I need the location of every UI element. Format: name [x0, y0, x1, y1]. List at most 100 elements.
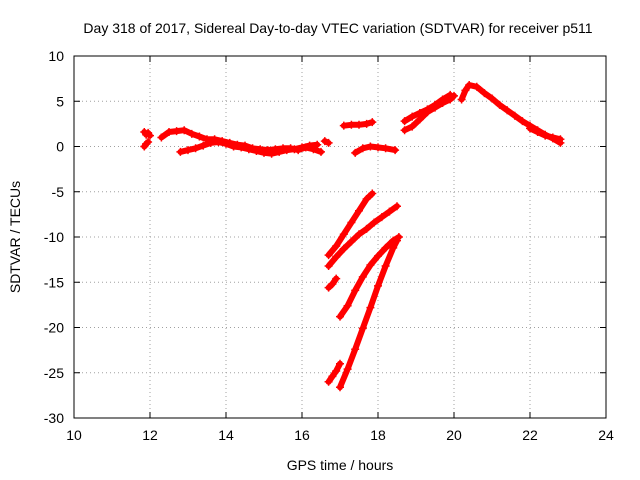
- data-point: [389, 243, 398, 252]
- data-point: [332, 252, 341, 261]
- data-point: [199, 141, 208, 150]
- data-point: [336, 383, 344, 392]
- data-point: [503, 106, 512, 115]
- data-point: [465, 80, 474, 89]
- data-point: [324, 251, 333, 260]
- data-point: [472, 82, 481, 91]
- data-point: [176, 147, 185, 156]
- data-point: [351, 345, 360, 354]
- data-point: [495, 100, 504, 109]
- series-arc-c: [176, 137, 322, 158]
- data-point: [347, 120, 356, 129]
- data-point: [222, 139, 230, 148]
- data-point: [343, 365, 352, 374]
- data-point: [324, 283, 333, 292]
- data-point: [260, 148, 268, 157]
- data-point: [187, 129, 196, 138]
- series-arc-n: [336, 233, 403, 321]
- data-point: [358, 144, 367, 153]
- data-point: [165, 128, 173, 137]
- data-point: [214, 137, 223, 146]
- series-arc-j: [526, 124, 565, 144]
- data-point: [374, 143, 382, 152]
- data-point: [370, 218, 379, 227]
- series-arc-a2: [140, 137, 153, 151]
- data-point: [298, 143, 306, 152]
- data-point: [339, 230, 348, 239]
- data-point: [374, 281, 382, 290]
- data-point: [313, 140, 322, 149]
- data-point: [408, 122, 417, 131]
- data-point: [393, 236, 401, 245]
- data-point: [282, 146, 291, 155]
- data-point: [244, 145, 253, 154]
- series-arc-o: [324, 359, 344, 386]
- data-point: [172, 127, 181, 136]
- y-tick-label: -15: [44, 274, 64, 290]
- series-arc-h: [400, 90, 455, 126]
- data-point: [358, 324, 367, 333]
- data-point: [347, 218, 356, 227]
- data-point: [336, 312, 344, 321]
- data-point: [488, 94, 496, 103]
- series-arc-p: [336, 236, 401, 392]
- data-point: [366, 142, 375, 151]
- y-tick-label: -10: [44, 229, 64, 245]
- x-axis-label: GPS time / hours: [287, 457, 394, 473]
- y-tick-label: -5: [52, 184, 65, 200]
- data-point: [385, 207, 394, 216]
- data-point: [358, 272, 367, 281]
- data-point: [206, 138, 215, 147]
- y-tick-label: 10: [48, 48, 64, 64]
- axis-ticks: 10 12 14 16 18 20 22 24 -30 -25 -20 -15 -10 -5 0 5 10: [44, 48, 614, 443]
- x-tick-label: 10: [66, 427, 82, 443]
- data-point: [362, 224, 371, 233]
- data-point: [142, 130, 151, 139]
- x-tick-label: 14: [218, 427, 234, 443]
- data-point: [510, 111, 519, 120]
- data-point: [438, 95, 447, 104]
- data-point: [374, 252, 382, 261]
- series-arc-l: [324, 202, 401, 270]
- data-point: [142, 139, 151, 148]
- series-arc-d: [320, 137, 333, 147]
- y-tick-label: 0: [56, 139, 64, 155]
- data-point: [393, 202, 401, 211]
- data-point: [343, 301, 352, 310]
- data-point: [518, 117, 527, 126]
- data-point: [381, 261, 390, 270]
- data-point: [526, 124, 534, 133]
- data-point: [317, 147, 325, 156]
- data-point: [355, 206, 363, 215]
- series-arc-e: [339, 118, 377, 130]
- x-tick-label: 20: [446, 427, 462, 443]
- data-point: [324, 138, 333, 147]
- data-point: [351, 148, 360, 157]
- data-point: [324, 377, 333, 386]
- data-point: [366, 261, 375, 270]
- x-tick-label: 22: [522, 427, 538, 443]
- x-tick-label: 16: [294, 427, 310, 443]
- data-point: [144, 137, 153, 146]
- data-point: [366, 303, 375, 312]
- data-point: [146, 131, 154, 140]
- data-point: [290, 145, 299, 154]
- x-tick-label: 24: [598, 427, 614, 443]
- data-point: [408, 112, 417, 121]
- data-point: [320, 137, 329, 146]
- series-arc-f: [351, 142, 400, 157]
- data-point: [328, 280, 337, 289]
- data-point: [332, 366, 341, 375]
- data-point: [184, 146, 192, 155]
- data-point: [368, 118, 377, 127]
- data-point: [400, 126, 409, 135]
- data-point: [195, 132, 204, 141]
- data-point: [157, 133, 166, 142]
- data-point: [377, 213, 386, 222]
- data-point: [237, 143, 246, 152]
- data-point: [446, 90, 455, 99]
- grid: [74, 56, 606, 418]
- data-point: [480, 89, 489, 98]
- data-point: [355, 230, 363, 239]
